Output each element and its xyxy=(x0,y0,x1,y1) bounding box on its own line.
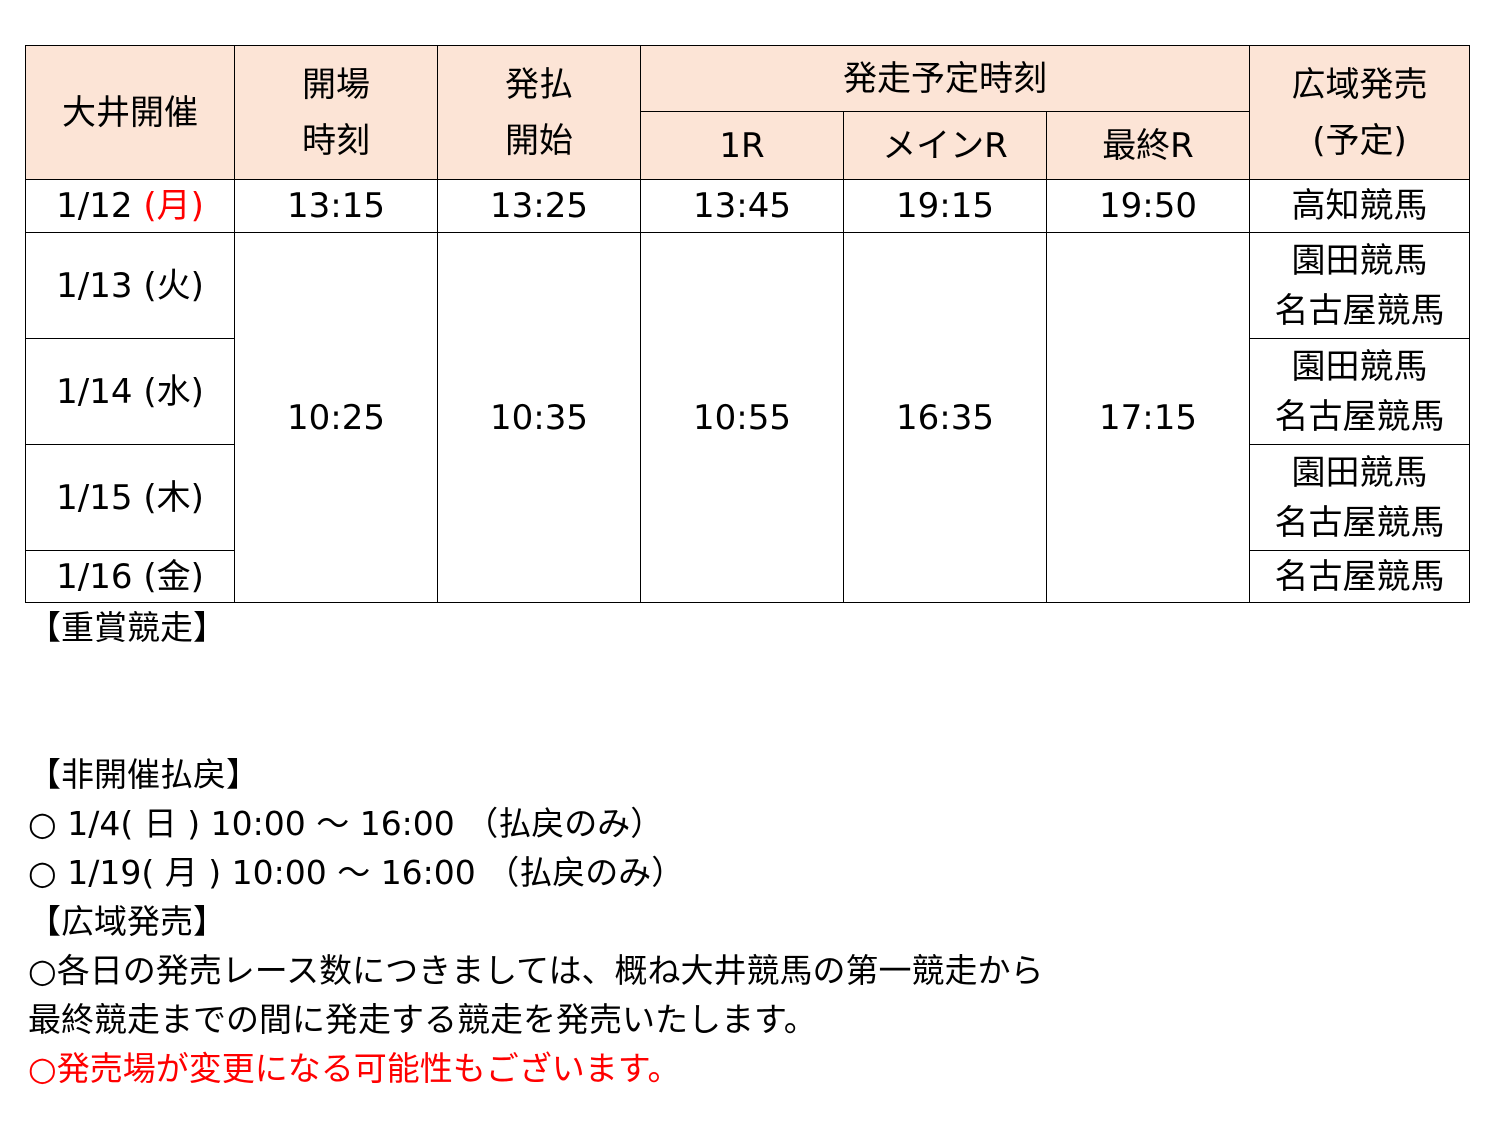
wide-cell: 園田競馬 名古屋競馬 xyxy=(1249,444,1470,551)
start-time-header: 発走予定時刻 xyxy=(640,45,1250,112)
main-cell: 16:35 xyxy=(843,232,1047,603)
date-cell: 1/15 (木) xyxy=(25,444,235,551)
last-cell: 19:50 xyxy=(1046,179,1250,233)
refund-line: ○ 1/4( 日 ) 10:00 ～ 16:00 （払戻のみ） xyxy=(28,804,664,843)
open-cell: 13:15 xyxy=(234,179,438,233)
venue-header: 大井開催 xyxy=(25,45,235,180)
date-cell: 1/16 (金) xyxy=(25,550,235,603)
date-cell: 1/14 (水) xyxy=(25,338,235,445)
wide-cell: 園田競馬 名古屋競馬 xyxy=(1249,232,1470,339)
first-race-header: 1R xyxy=(640,111,844,180)
schedule-table: 大井開催 開場 時刻 発払 開始 発走予定時刻 広域発売 (予定) 1R メインR 最… xyxy=(25,45,1470,603)
wide-sale-warning: ○発売場が変更になる可能性もございます。 xyxy=(28,1049,681,1088)
open-time-header: 開場 時刻 xyxy=(234,45,438,180)
open-cell: 10:25 xyxy=(234,232,438,603)
last-race-header: 最終R xyxy=(1046,111,1250,180)
wide-sale-note: 最終競走までの間に発走する競走を発売いたします。 xyxy=(28,1000,817,1039)
wide-sale-header: 広域発売 (予定) xyxy=(1249,45,1470,180)
date-cell: 1/12 (月) xyxy=(25,179,235,233)
r1-cell: 13:45 xyxy=(640,179,844,233)
last-cell: 17:15 xyxy=(1046,232,1250,603)
grade-race-heading: 【重賞競走】 xyxy=(28,608,226,647)
sale-cell: 13:25 xyxy=(437,179,641,233)
content: 大井開催 開場 時刻 発払 開始 発走予定時刻 広域発売 (予定) 1R メインR 最… xyxy=(25,45,1470,1093)
main-race-header: メインR xyxy=(843,111,1047,180)
main-cell: 19:15 xyxy=(843,179,1047,233)
refund-line: ○ 1/19( 月 ) 10:00 ～ 16:00 （払戻のみ） xyxy=(28,853,685,892)
table-row: 1/16 (金) 名古屋競馬 xyxy=(25,550,1470,603)
notes: 【重賞競走】 【非開催払戻】 ○ 1/4( 日 ) 10:00 ～ 16:00 … xyxy=(28,603,1470,1093)
r1-cell: 10:55 xyxy=(640,232,844,603)
wide-sale-note: ○各日の発売レース数につきましては、概ね大井競馬の第一競走から xyxy=(28,951,1044,990)
wide-cell: 名古屋競馬 xyxy=(1249,550,1470,603)
wide-sale-heading: 【広域発売】 xyxy=(28,902,226,941)
sale-start-header: 発払 開始 xyxy=(437,45,641,180)
table-row: 1/12 (月) 13:15 13:25 13:45 19:15 19:50 高… xyxy=(25,179,1470,233)
sale-cell: 10:35 xyxy=(437,232,641,603)
refund-heading: 【非開催払戻】 xyxy=(28,755,259,794)
wide-cell: 園田競馬 名古屋競馬 xyxy=(1249,338,1470,445)
wide-cell: 高知競馬 xyxy=(1249,179,1470,233)
table-row: 1/13 (火) 10:25 10:35 10:55 16:35 17:15 園… xyxy=(25,232,1470,603)
date-cell: 1/13 (火) xyxy=(25,232,235,339)
table-row: 1/15 (木) 園田競馬 名古屋競馬 xyxy=(25,444,1470,551)
